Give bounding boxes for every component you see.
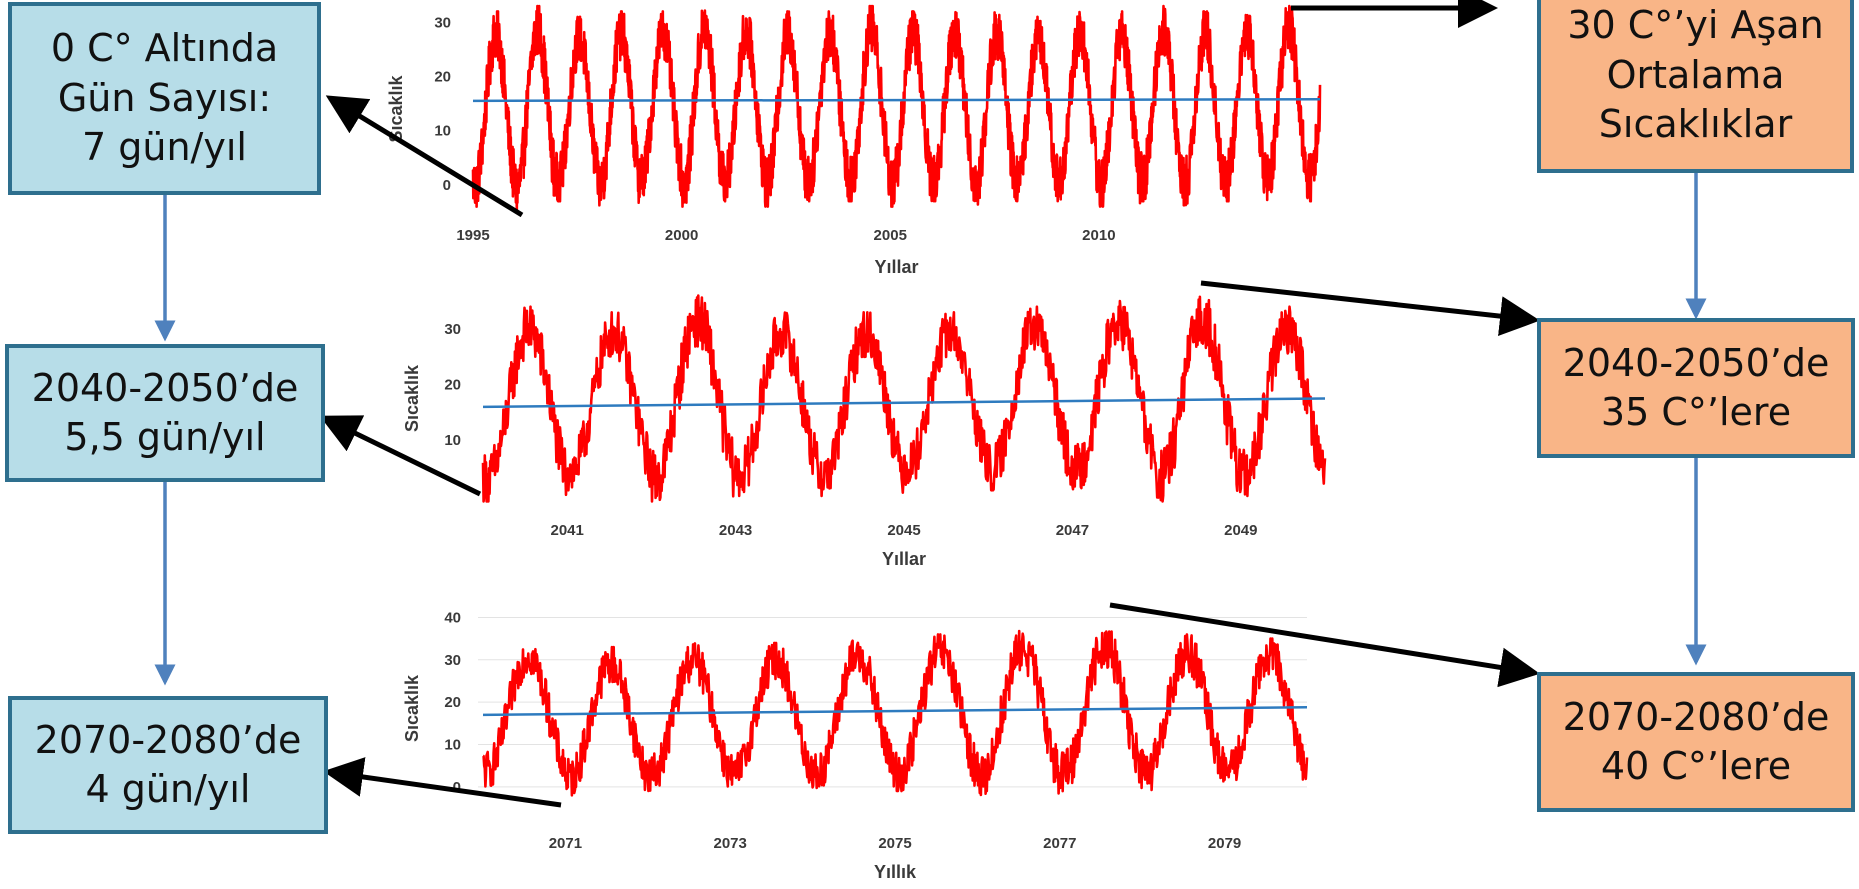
x-axis-title: Yıllar (874, 257, 918, 277)
frost-days-2040-box: 2040-2050’de 5,5 gün/yıl (5, 344, 325, 482)
x-tick-label: 2047 (1056, 522, 1089, 539)
hot-temps-2040-line-1: 2040-2050’de (1562, 340, 1830, 385)
x-tick-label: 2071 (549, 835, 582, 852)
x-tick-label: 2045 (887, 522, 920, 539)
x-tick-label: 2000 (665, 227, 698, 244)
x-tick-label: 2043 (719, 522, 752, 539)
frost-days-2040-line-2: 5,5 gün/yıl (64, 415, 266, 459)
y-axis-title: Sıcaklık (402, 364, 422, 432)
hot-temps-line-3: Sıcaklıklar (1598, 102, 1793, 147)
y-tick-label: 20 (444, 377, 461, 394)
hot-temps-line-2: Ortalama (1606, 52, 1785, 97)
trend-line (482, 397, 1326, 409)
y-tick-label: 10 (444, 432, 461, 449)
temperature-series (481, 294, 1327, 503)
hot-temps-2040-box: 2040-2050’de 35 C°’lere (1537, 318, 1855, 458)
y-tick-label: 20 (444, 694, 461, 711)
callout-arrow-right-2 (1200, 280, 1540, 337)
x-tick-label: 2041 (551, 522, 584, 539)
hot-temps-box: 30 C°’yi Aşan Ortalama Sıcaklıklar (1537, 0, 1854, 173)
x-tick-label: 2005 (874, 227, 907, 244)
y-axis-title: Sıcaklık (402, 674, 422, 742)
temperature-series (471, 4, 1322, 213)
x-tick-label: 2073 (714, 835, 747, 852)
x-tick-label: 2075 (878, 835, 911, 852)
x-axis-title: Yıllık (874, 862, 917, 882)
callout-arrow-right-3 (1109, 602, 1540, 688)
y-tick-label: 10 (444, 736, 461, 753)
y-tick-label: 30 (444, 321, 461, 338)
y-tick-label: 30 (444, 652, 461, 669)
x-tick-label: 2049 (1224, 522, 1257, 539)
trend-line (482, 705, 1308, 717)
trend-line (472, 97, 1321, 103)
y-tick-label: 20 (434, 68, 451, 85)
hot-temps-2070-line-2: 40 C°’lere (1600, 744, 1792, 788)
callout-arrow-left-3 (323, 757, 562, 808)
y-tick-label: 40 (444, 609, 461, 626)
y-tick-label: 0 (453, 779, 461, 796)
x-tick-label: 2010 (1082, 227, 1115, 244)
frost-days-box: 0 C° Altında Gün Sayısı: 7 gün/yıl (8, 2, 321, 195)
x-tick-label: 2079 (1208, 835, 1241, 852)
y-tick-label: 30 (434, 14, 451, 31)
x-axis-title: Yıllar (882, 549, 926, 569)
frost-days-line-1: 0 C° Altında (50, 26, 279, 71)
frost-days-2040-line-1: 2040-2050’de (31, 365, 299, 410)
frost-days-line-2: Gün Sayısı: (57, 75, 272, 120)
hot-temps-2040-line-2: 35 C°’lere (1600, 390, 1792, 434)
y-tick-label: 0 (443, 177, 451, 194)
x-tick-label: 2077 (1043, 835, 1076, 852)
frost-days-2070-line-1: 2070-2080’de (34, 717, 302, 762)
x-tick-label: 1995 (456, 227, 489, 244)
frost-days-2070-line-2: 4 gün/yıl (85, 767, 251, 811)
frost-days-2070-box: 2070-2080’de 4 gün/yıl (8, 696, 328, 834)
y-axis-title: Sıcaklık (386, 74, 406, 142)
hot-temps-2070-box: 2070-2080’de 40 C°’lere (1537, 672, 1855, 812)
y-tick-label: 10 (434, 123, 451, 140)
hot-temps-line-1: 30 C°’yi Aşan (1567, 3, 1824, 48)
callout-arrow-left-2 (319, 415, 482, 497)
frost-days-line-3: 7 gün/yıl (82, 125, 247, 170)
hot-temps-2070-line-1: 2070-2080’de (1562, 694, 1830, 739)
callout-arrow-left-1 (325, 95, 524, 218)
